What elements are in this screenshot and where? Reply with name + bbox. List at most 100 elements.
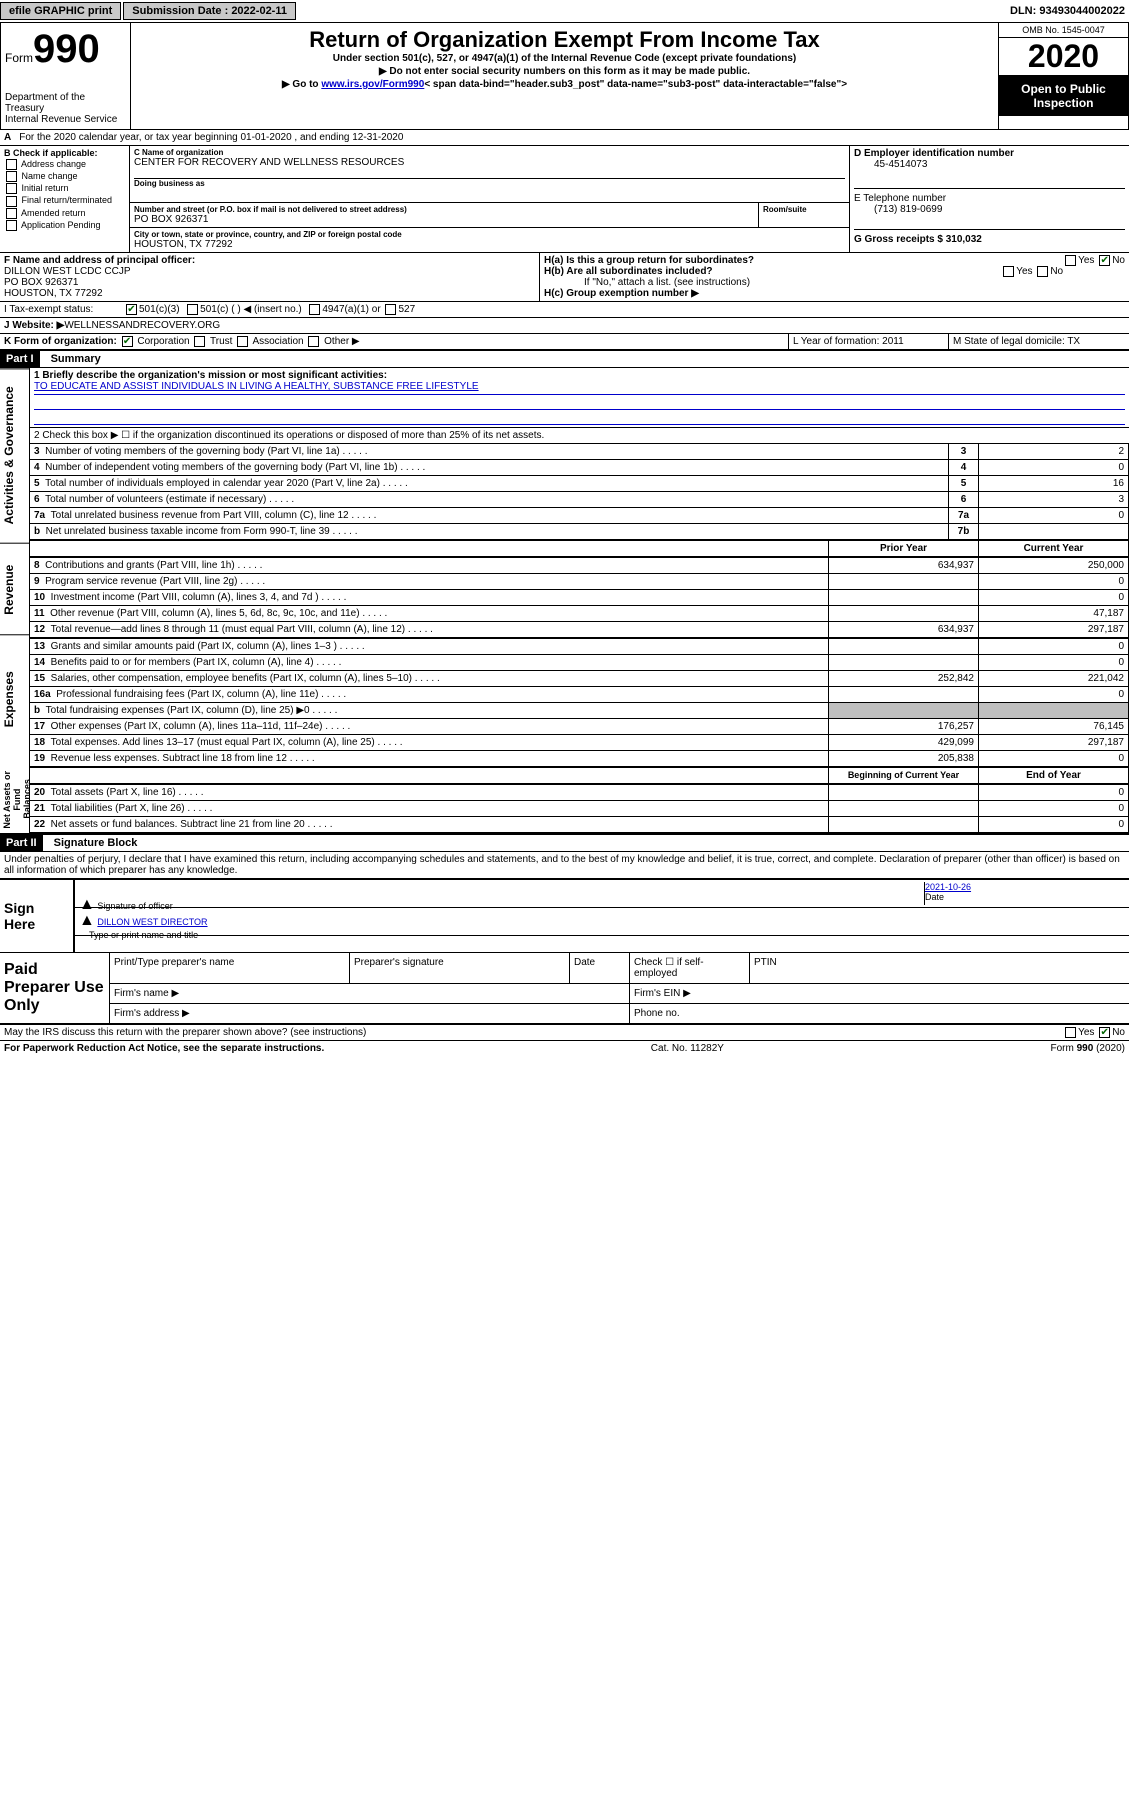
- section-h: H(a) Is this a group return for subordin…: [540, 253, 1129, 301]
- line2: 2 Check this box ▶ ☐ if the organization…: [30, 427, 1129, 443]
- k-trust-label: Trust: [210, 336, 232, 347]
- sign-section: Sign Here ▲ Signature of officer 2021-10…: [0, 878, 1129, 953]
- section-b: B Check if applicable: Address change Na…: [0, 146, 130, 252]
- part-ii-header: Part II Signature Block: [0, 834, 1129, 852]
- efile-button[interactable]: efile GRAPHIC print: [0, 2, 121, 20]
- 501c-check[interactable]: [187, 304, 198, 315]
- sec-b-label: B Check if applicable:: [4, 148, 125, 158]
- line-a: AFor the 2020 calendar year, or tax year…: [0, 130, 1129, 146]
- k-assoc[interactable]: [237, 336, 248, 347]
- officer-addr1: PO BOX 926371: [4, 277, 535, 288]
- discuss-no[interactable]: [1099, 1027, 1110, 1038]
- gross-receipts: G Gross receipts $ 310,032: [854, 234, 982, 245]
- prep-date-label: Date: [570, 953, 630, 983]
- opt-501c: 501(c) ( ) ◀ (insert no.): [200, 304, 302, 315]
- addr-label: Number and street (or P.O. box if mail i…: [134, 205, 754, 214]
- org-name: CENTER FOR RECOVERY AND WELLNESS RESOURC…: [134, 157, 845, 168]
- ein: 45-4514073: [854, 159, 1125, 170]
- part-i-header: Part I Summary: [0, 350, 1129, 368]
- submission-date: Submission Date : 2022-02-11: [123, 2, 296, 20]
- top-bar: efile GRAPHIC print Submission Date : 20…: [0, 0, 1129, 22]
- sign-date: 2021-10-26: [925, 882, 971, 892]
- line1: 1 Briefly describe the organization's mi…: [30, 368, 1129, 427]
- ein-label: D Employer identification number: [854, 148, 1125, 159]
- 4947-check[interactable]: [309, 304, 320, 315]
- 501c3-check[interactable]: [126, 304, 137, 315]
- section-d: D Employer identification number 45-4514…: [849, 146, 1129, 252]
- hc-label: H(c) Group exemption number ▶: [544, 288, 699, 299]
- section-c: C Name of organization CENTER FOR RECOVE…: [130, 146, 849, 252]
- col-current: Current Year: [979, 541, 1129, 557]
- secb-check[interactable]: [6, 220, 17, 231]
- tel-label: E Telephone number: [854, 193, 1125, 204]
- hb-note: If "No," attach a list. (see instruction…: [544, 277, 1125, 288]
- k-trust[interactable]: [194, 336, 205, 347]
- col-end: End of Year: [979, 768, 1129, 784]
- side-expenses: Expenses: [0, 634, 29, 764]
- secb-check[interactable]: [6, 196, 17, 207]
- footer-mid: Cat. No. 11282Y: [651, 1043, 724, 1054]
- dba-label: Doing business as: [134, 178, 845, 188]
- paid-preparer-label: Paid Preparer Use Only: [0, 953, 110, 1023]
- secb-check[interactable]: [6, 208, 17, 219]
- col-begin: Beginning of Current Year: [829, 768, 979, 784]
- discuss-yes[interactable]: [1065, 1027, 1076, 1038]
- instructions-link[interactable]: www.irs.gov/Form990: [321, 79, 424, 90]
- part-ii-title: Signature Block: [46, 837, 138, 849]
- k-assoc-label: Association: [252, 336, 303, 347]
- secb-check[interactable]: [6, 171, 17, 182]
- ha-no[interactable]: [1099, 255, 1110, 266]
- opt-4947: 4947(a)(1) or: [322, 304, 380, 315]
- dept: Department of the Treasury Internal Reve…: [5, 92, 126, 125]
- discuss-row: May the IRS discuss this return with the…: [0, 1025, 1129, 1041]
- footer: For Paperwork Reduction Act Notice, see …: [0, 1041, 1129, 1056]
- k-corp-label: Corporation: [137, 336, 189, 347]
- hb-no[interactable]: [1037, 266, 1048, 277]
- prep-name-label: Print/Type preparer's name: [110, 953, 350, 983]
- form-number: 990: [33, 27, 100, 71]
- sec-i-label: I Tax-exempt status:: [4, 304, 124, 315]
- k-other[interactable]: [308, 336, 319, 347]
- print-name-label: Type or print name and title: [89, 930, 198, 940]
- ptin-label: PTIN: [750, 953, 1129, 983]
- section-m: M State of legal domicile: TX: [949, 334, 1129, 349]
- k-corp[interactable]: [122, 336, 133, 347]
- sec-j-label: J Website: ▶: [4, 320, 64, 331]
- hb-yes[interactable]: [1003, 266, 1014, 277]
- col-prior: Prior Year: [829, 541, 979, 557]
- part-i-badge: Part I: [0, 351, 40, 367]
- sec-k-label: K Form of organization:: [4, 336, 117, 347]
- secb-check[interactable]: [6, 159, 17, 170]
- opt-501c3: 501(c)(3): [139, 304, 180, 315]
- org-address: PO BOX 926371: [134, 214, 754, 225]
- sign-date-label: Date: [925, 892, 944, 902]
- sign-here-label: Sign Here: [0, 880, 75, 952]
- 527-check[interactable]: [385, 304, 396, 315]
- org-city: HOUSTON, TX 77292: [134, 239, 845, 250]
- part-ii-badge: Part II: [0, 835, 43, 851]
- paid-preparer-section: Paid Preparer Use Only Print/Type prepar…: [0, 953, 1129, 1025]
- subtitle-1: Under section 501(c), 527, or 4947(a)(1)…: [135, 53, 994, 64]
- section-i: I Tax-exempt status: 501(c)(3) 501(c) ( …: [0, 302, 1129, 318]
- tax-year: 2020: [999, 38, 1128, 76]
- city-label: City or town, state or province, country…: [134, 230, 845, 239]
- omb-number: OMB No. 1545-0047: [999, 23, 1128, 38]
- form-header: Form990 Department of the Treasury Inter…: [0, 22, 1129, 130]
- subtitle-3: ▶ Go to www.irs.gov/Form990< span data-b…: [135, 79, 994, 90]
- open-to-public: Open to Public Inspection: [999, 76, 1128, 116]
- form-title: Return of Organization Exempt From Incom…: [135, 27, 994, 53]
- ha-label: H(a) Is this a group return for subordin…: [544, 255, 754, 266]
- secb-check[interactable]: [6, 183, 17, 194]
- line1-label: 1 Briefly describe the organization's mi…: [34, 370, 387, 381]
- officer-name: DILLON WEST LCDC CCJP: [4, 266, 535, 277]
- opt-527: 527: [398, 304, 415, 315]
- form-word: Form: [5, 51, 33, 65]
- side-netassets: Net Assets or Fund Balances: [0, 765, 29, 834]
- penalties-text: Under penalties of perjury, I declare th…: [0, 852, 1129, 878]
- ha-yes[interactable]: [1065, 255, 1076, 266]
- side-governance: Activities & Governance: [0, 368, 29, 542]
- dln: DLN: 93493044002022: [1006, 5, 1129, 17]
- room-label: Room/suite: [763, 205, 845, 214]
- sub3-pre: ▶ Go to: [282, 79, 321, 90]
- subtitle-2: ▶ Do not enter social security numbers o…: [135, 66, 994, 77]
